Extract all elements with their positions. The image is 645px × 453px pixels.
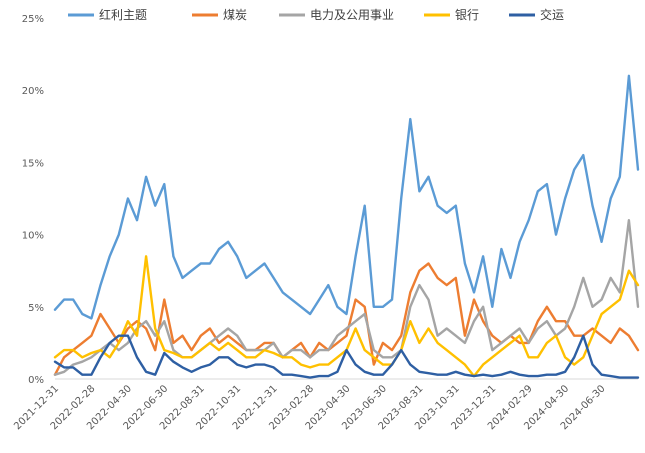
- y-tick-label: 15%: [22, 158, 44, 169]
- legend: 红利主题 煤炭 电力及公用事业 银行 交运: [68, 7, 564, 22]
- y-tick-label: 5%: [28, 303, 44, 314]
- y-tick-label: 10%: [22, 231, 44, 242]
- legend-item: 煤炭: [192, 8, 247, 22]
- legend-label: 银行: [455, 8, 479, 22]
- series-line-4: [53, 334, 640, 379]
- legend-label: 交运: [540, 7, 564, 22]
- legend-label: 煤炭: [223, 8, 247, 22]
- y-tick-label: 20%: [22, 86, 44, 97]
- series-line-3: [53, 255, 640, 378]
- legend-item: 银行: [424, 8, 479, 22]
- legend-item: 交运: [509, 7, 564, 22]
- y-tick-label: 25%: [22, 14, 44, 25]
- x-axis: 2021-12-312022-02-282022-04-302022-06-30…: [12, 383, 607, 432]
- series-line-1: [53, 262, 640, 376]
- series-line-2: [53, 218, 640, 376]
- legend-label: 电力及公用事业: [310, 8, 394, 22]
- legend-item: 红利主题: [68, 7, 147, 22]
- y-axis: 0% 5% 10% 15% 20% 25%: [22, 14, 44, 386]
- legend-label: 红利主题: [99, 7, 147, 22]
- series-line-0: [53, 74, 640, 320]
- series-layer: [53, 74, 640, 379]
- legend-item: 电力及公用事业: [279, 8, 394, 22]
- y-tick-label: 0%: [28, 375, 44, 386]
